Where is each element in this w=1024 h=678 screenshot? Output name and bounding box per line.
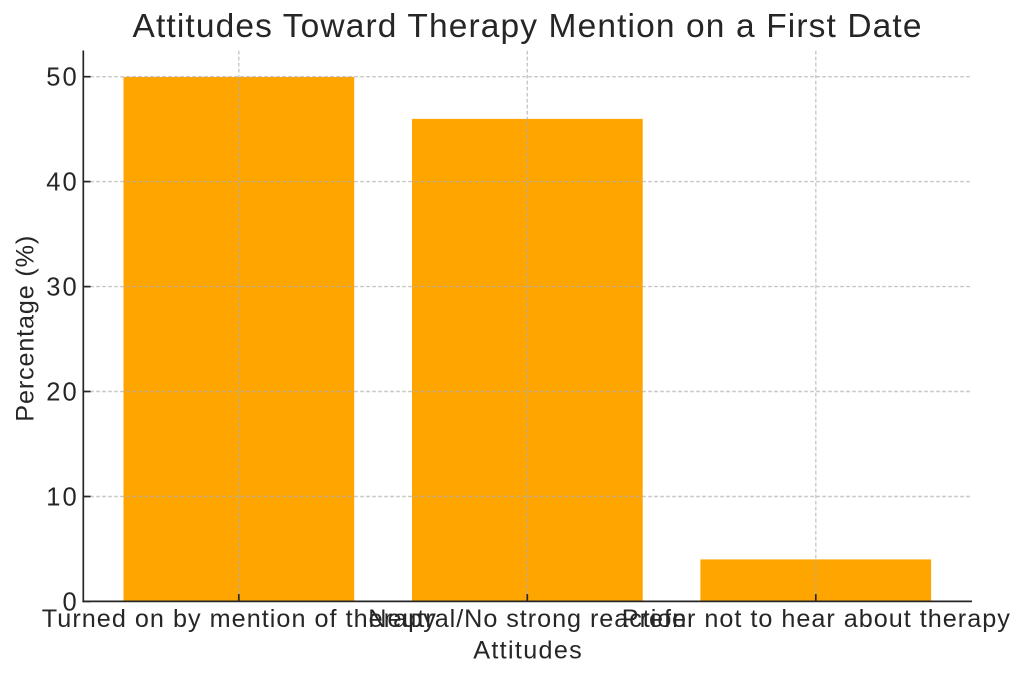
- svg-text:Attitudes Toward Therapy Menti: Attitudes Toward Therapy Mention on a Fi…: [133, 8, 922, 45]
- svg-text:0: 0: [63, 588, 77, 616]
- svg-text:Attitudes: Attitudes: [473, 636, 582, 664]
- svg-text:Prefer not to hear about thera: Prefer not to hear about therapy: [622, 605, 1010, 633]
- svg-text:Neutral/No strong reaction: Neutral/No strong reaction: [368, 605, 686, 633]
- svg-text:Turned on by mention of therap: Turned on by mention of therapy: [42, 605, 436, 633]
- svg-text:Percentage (%): Percentage (%): [12, 236, 40, 422]
